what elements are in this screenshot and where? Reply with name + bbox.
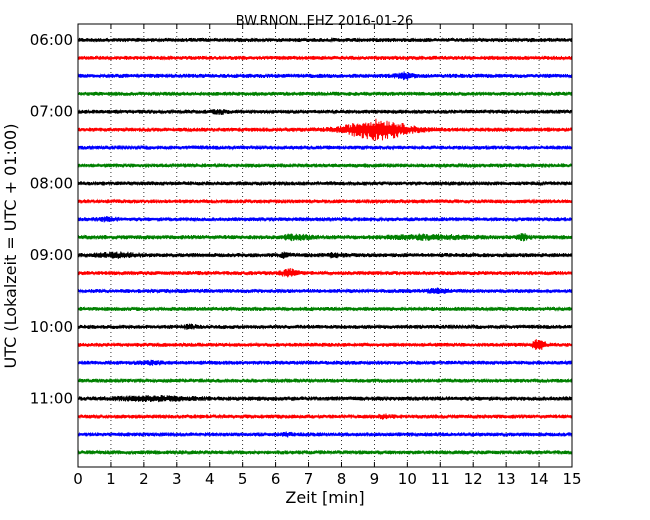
x-tick-label: 3 — [172, 470, 182, 488]
x-tick-label: 0 — [73, 470, 83, 488]
trace-line — [77, 90, 573, 97]
x-axis-label: Zeit [min] — [285, 488, 364, 507]
plot-frame — [77, 23, 573, 468]
trace-line — [77, 431, 573, 438]
trace-line — [77, 118, 573, 141]
y-tick-label: 09:00 — [30, 246, 73, 264]
y-tick-label: 10:00 — [30, 318, 73, 336]
trace-line — [77, 71, 573, 81]
trace-line — [77, 54, 573, 61]
x-tick-label: 6 — [271, 470, 281, 488]
trace-line — [77, 162, 573, 169]
trace-line — [77, 449, 573, 456]
x-tick-label: 2 — [139, 470, 149, 488]
seismic-traces — [77, 36, 573, 456]
x-tick-label: 15 — [562, 470, 581, 488]
y-tick-label: 11:00 — [30, 390, 73, 408]
trace-line — [77, 287, 573, 295]
trace-line — [77, 144, 573, 151]
x-tick-label: 1 — [106, 470, 116, 488]
y-tick-label: 08:00 — [30, 174, 73, 192]
x-tick-label: 11 — [431, 470, 450, 488]
trace-line — [77, 251, 573, 259]
y-tick-label: 07:00 — [30, 103, 73, 121]
trace-line — [77, 377, 573, 384]
trace-line — [77, 216, 573, 223]
trace-line — [77, 359, 573, 366]
y-axis-ticks: 06:00 07:00 08:00 09:00 10:00 11:00 — [30, 31, 572, 408]
x-tick-label: 7 — [304, 470, 314, 488]
x-tick-label: 9 — [370, 470, 380, 488]
trace-line — [77, 180, 573, 187]
trace-line — [77, 36, 573, 44]
trace-line — [77, 267, 573, 278]
y-tick-label: 06:00 — [30, 31, 73, 49]
trace-line — [77, 394, 573, 403]
x-tick-label: 10 — [398, 470, 417, 488]
trace-line — [77, 198, 573, 205]
chart-title: BW.RNON..EHZ 2016-01-26 — [236, 14, 414, 29]
trace-line — [77, 323, 573, 330]
x-tick-label: 5 — [238, 470, 248, 488]
trace-line — [77, 233, 573, 242]
y-axis-label: UTC (Lokalzeit = UTC + 01:00) — [1, 124, 20, 369]
x-tick-label: 12 — [464, 470, 483, 488]
trace-line — [77, 305, 573, 313]
x-tick-label: 14 — [530, 470, 549, 488]
trace-line — [77, 339, 573, 350]
x-tick-label: 4 — [205, 470, 215, 488]
x-tick-label: 13 — [497, 470, 516, 488]
trace-line — [77, 413, 573, 420]
x-axis-ticks: 0 1 2 3 4 5 6 7 8 9 10 11 12 13 14 15 — [73, 24, 582, 488]
trace-line — [77, 108, 573, 116]
x-tick-label: 8 — [337, 470, 347, 488]
